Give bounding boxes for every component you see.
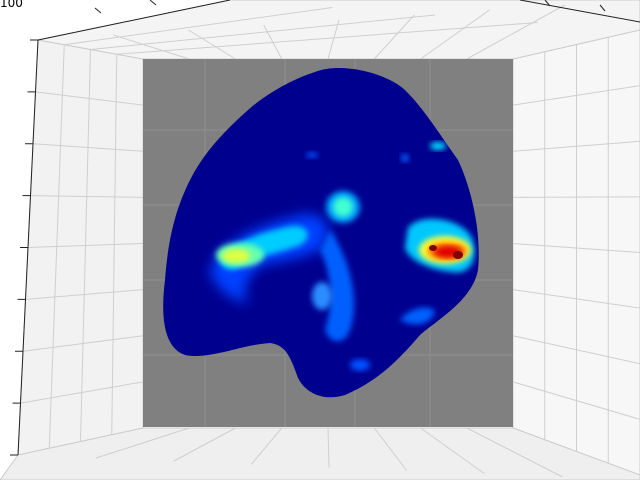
grid-line [80,49,91,442]
grid-line [95,427,190,459]
z-tick-label-top: 100 [0,0,23,10]
top-axis-line [37,0,231,41]
grid-line [420,427,485,475]
grid-line [373,427,408,471]
top-axis-tick [94,7,102,14]
top-axis-tick [149,0,157,6]
grid-line [327,19,340,60]
grid-line [327,427,330,468]
grid-lines [20,4,640,478]
grid-line [64,7,333,46]
hotspot-right-lobe [405,218,475,273]
top-axis-tick [599,4,606,12]
top-pane [37,0,640,60]
top-axis-ticks [37,0,640,41]
z-axis-ticks [10,39,38,456]
heatmap-region [163,68,479,398]
grid-line [373,14,415,60]
hotspot-upper-center [326,191,360,223]
z-axis: 100 [0,0,39,456]
grid-line [90,14,436,50]
grid-line [111,54,118,435]
grid-line [250,427,283,465]
top-axis-line [519,0,640,23]
grid-line [173,427,236,462]
grid-line [466,427,563,478]
hotspot-lower-center [306,142,446,371]
bottom-pane [0,427,640,480]
grid-line [116,22,538,55]
grid-line [188,29,236,60]
grid-line [466,4,565,60]
grid-line [420,9,490,60]
grid-line [113,34,190,60]
hotspot-left-lobe [210,214,329,305]
grid-line [48,44,65,449]
